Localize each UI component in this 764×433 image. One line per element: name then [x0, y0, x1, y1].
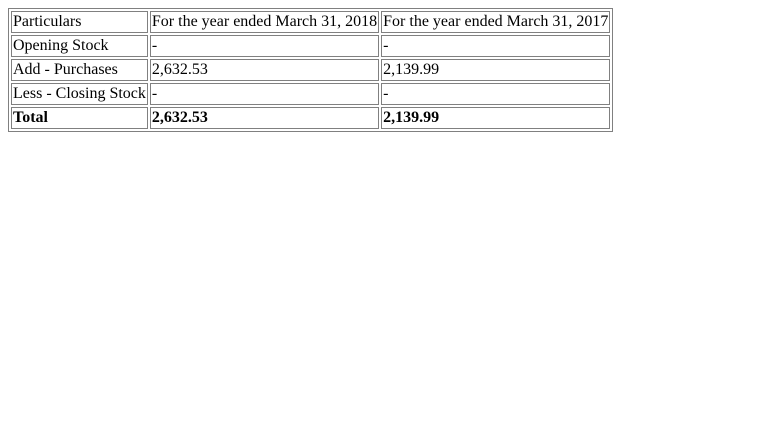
table-total-row: Total 2,632.53 2,139.99: [11, 107, 611, 129]
total-label: Total: [11, 107, 148, 129]
table-row: Opening Stock - -: [11, 35, 611, 57]
row-value-2018: -: [149, 83, 380, 105]
table-header-row: Particulars For the year ended March 31,…: [11, 11, 611, 33]
header-particulars: Particulars: [11, 11, 148, 33]
row-value-2017: 2,139.99: [381, 59, 611, 81]
purchases-table: Particulars For the year ended March 31,…: [8, 8, 614, 132]
purchases-table-container: Particulars For the year ended March 31,…: [8, 8, 614, 132]
row-label: Opening Stock: [11, 35, 148, 57]
row-label: Add - Purchases: [11, 59, 148, 81]
total-value-2017: 2,139.99: [381, 107, 611, 129]
row-value-2017: -: [381, 83, 611, 105]
table-row: Add - Purchases 2,632.53 2,139.99: [11, 59, 611, 81]
header-fy-2017: For the year ended March 31, 2017: [381, 11, 611, 33]
header-fy-2018: For the year ended March 31, 2018: [149, 11, 380, 33]
row-value-2018: -: [149, 35, 380, 57]
row-value-2018: 2,632.53: [149, 59, 380, 81]
row-label: Less - Closing Stock: [11, 83, 148, 105]
row-value-2017: -: [381, 35, 611, 57]
total-value-2018: 2,632.53: [149, 107, 380, 129]
table-row: Less - Closing Stock - -: [11, 83, 611, 105]
